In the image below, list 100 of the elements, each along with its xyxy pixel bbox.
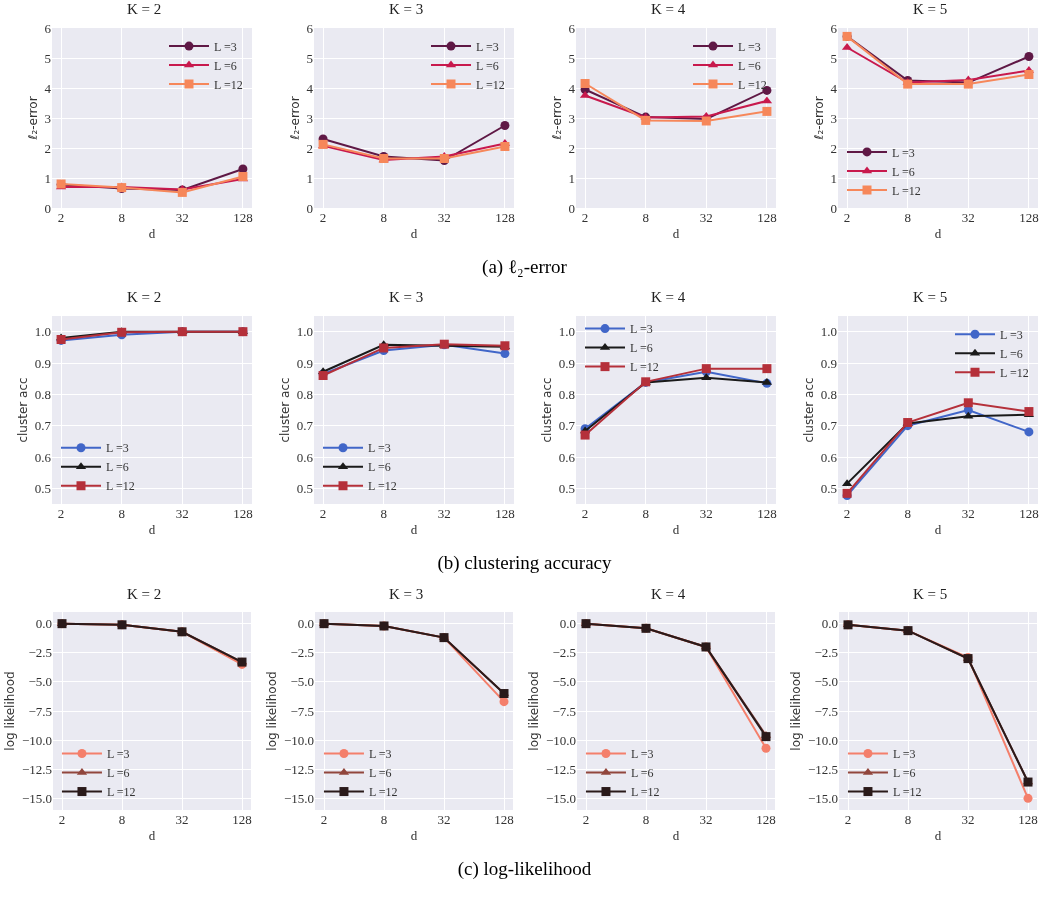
legend-label: L =12 [892, 183, 921, 198]
x-tick-label: 128 [233, 506, 253, 521]
x-axis-title: d [934, 827, 942, 843]
y-tick-label: −15.0 [807, 790, 838, 806]
y-tick-label: 0.8 [296, 386, 313, 402]
legend-label: L =12 [892, 785, 922, 800]
y-axis-title: log likelihood [527, 671, 542, 751]
legend-label: L =6 [476, 58, 499, 73]
x-tick-label: 2 [581, 506, 589, 521]
legend-label: L =3 [892, 747, 916, 762]
y-tick-label: −7.5 [290, 703, 314, 719]
x-axis-title: d [934, 225, 942, 241]
y-axis-title: ℓ₂-error [811, 96, 826, 141]
x-tick-label: 8 [380, 210, 387, 225]
y-tick-label: 0.6 [820, 449, 838, 465]
y-tick-label: 2 [306, 140, 313, 156]
y-tick-label: −15.0 [21, 790, 52, 806]
y-tick-label: 6 [830, 20, 838, 36]
legend-label: L =6 [106, 460, 129, 475]
x-tick-label: 2 [843, 210, 851, 225]
legend-label: L =3 [1000, 327, 1023, 342]
y-axis-title: ℓ₂-error [549, 96, 564, 141]
y-tick-label: −2.5 [290, 645, 314, 661]
y-tick-label: −10.0 [807, 732, 838, 748]
legend-label: L =6 [892, 164, 915, 179]
x-tick-label: 8 [118, 506, 125, 521]
y-tick-label: 2 [830, 140, 837, 156]
y-tick-label: −5.0 [28, 674, 52, 690]
legend-label: L =6 [106, 766, 130, 781]
y-tick-label: 0 [568, 200, 575, 216]
y-tick-label: 5 [306, 50, 313, 66]
y-tick-label: −7.5 [28, 703, 52, 719]
y-tick-label: 5 [830, 50, 837, 66]
chart-title: K = 3 [388, 1, 424, 18]
legend-label: L =3 [738, 39, 761, 54]
y-axis-title: cluster acc [540, 377, 555, 443]
x-tick-label: 32 [437, 812, 451, 827]
y-tick-label: 0.7 [34, 418, 52, 434]
y-tick-label: 4 [568, 80, 576, 96]
y-tick-label: 2 [44, 140, 51, 156]
x-axis-title: d [934, 521, 942, 537]
legend-label: L =3 [630, 322, 653, 337]
legend-label: L =12 [368, 785, 398, 800]
y-tick-label: 0.7 [820, 418, 838, 434]
legend-label: L =12 [214, 77, 243, 92]
y-tick-label: −7.5 [552, 703, 576, 719]
y-tick-label: 6 [44, 20, 52, 36]
x-tick-label: 32 [437, 210, 451, 225]
x-tick-label: 32 [699, 506, 713, 521]
y-tick-label: −5.0 [290, 674, 314, 690]
y-tick-label: 0.0 [297, 616, 314, 632]
y-tick-label: 0.9 [34, 355, 51, 371]
legend-label: L =3 [368, 747, 392, 762]
legend-label: L =12 [738, 77, 767, 92]
chart-title: K = 5 [912, 1, 948, 18]
y-tick-label: 1.0 [34, 324, 51, 340]
x-tick-label: 32 [175, 210, 189, 225]
x-tick-label: 128 [1018, 812, 1038, 827]
y-tick-label: 3 [568, 110, 575, 126]
y-axis-title: cluster acc [16, 377, 31, 443]
legend-label: L =6 [368, 766, 392, 781]
y-tick-label: 0.6 [296, 449, 314, 465]
legend-label: L =12 [368, 479, 397, 494]
x-axis-title: d [410, 521, 418, 537]
x-tick-label: 8 [904, 210, 911, 225]
y-tick-label: 0.0 [821, 616, 838, 632]
x-tick-label: 8 [642, 506, 649, 521]
chart-title: K = 3 [388, 585, 424, 602]
y-tick-label: −2.5 [814, 645, 838, 661]
x-tick-label: 128 [756, 812, 776, 827]
chart-title: K = 5 [912, 585, 948, 602]
y-tick-label: 1.0 [296, 324, 313, 340]
x-tick-label: 128 [757, 210, 777, 225]
y-tick-label: 0 [830, 200, 837, 216]
chart-title: K = 3 [388, 289, 424, 306]
y-tick-label: 3 [306, 110, 313, 126]
x-tick-label: 32 [961, 210, 975, 225]
legend-label: L =12 [630, 360, 659, 375]
y-tick-label: −5.0 [552, 674, 576, 690]
y-tick-label: −2.5 [552, 645, 576, 661]
y-tick-label: 0.7 [296, 418, 314, 434]
x-tick-label: 2 [320, 812, 328, 827]
y-tick-label: −2.5 [28, 645, 52, 661]
legend-label: L =3 [214, 39, 237, 54]
y-tick-label: −12.5 [283, 761, 314, 777]
y-tick-label: 2 [568, 140, 575, 156]
x-tick-label: 8 [380, 812, 388, 827]
y-tick-label: 0 [44, 200, 51, 216]
legend-label: L =3 [106, 441, 129, 456]
chart-title: K = 2 [126, 289, 162, 306]
chart-title: K = 4 [650, 1, 686, 18]
y-tick-label: 0.7 [558, 418, 576, 434]
y-tick-label: 5 [568, 50, 575, 66]
x-tick-label: 128 [1019, 506, 1039, 521]
x-tick-label: 32 [699, 210, 713, 225]
x-tick-label: 8 [904, 812, 912, 827]
legend-label: L =12 [106, 479, 135, 494]
y-axis-title: ℓ₂-error [25, 96, 40, 141]
x-tick-label: 128 [232, 812, 252, 827]
x-axis-title: d [672, 225, 680, 241]
